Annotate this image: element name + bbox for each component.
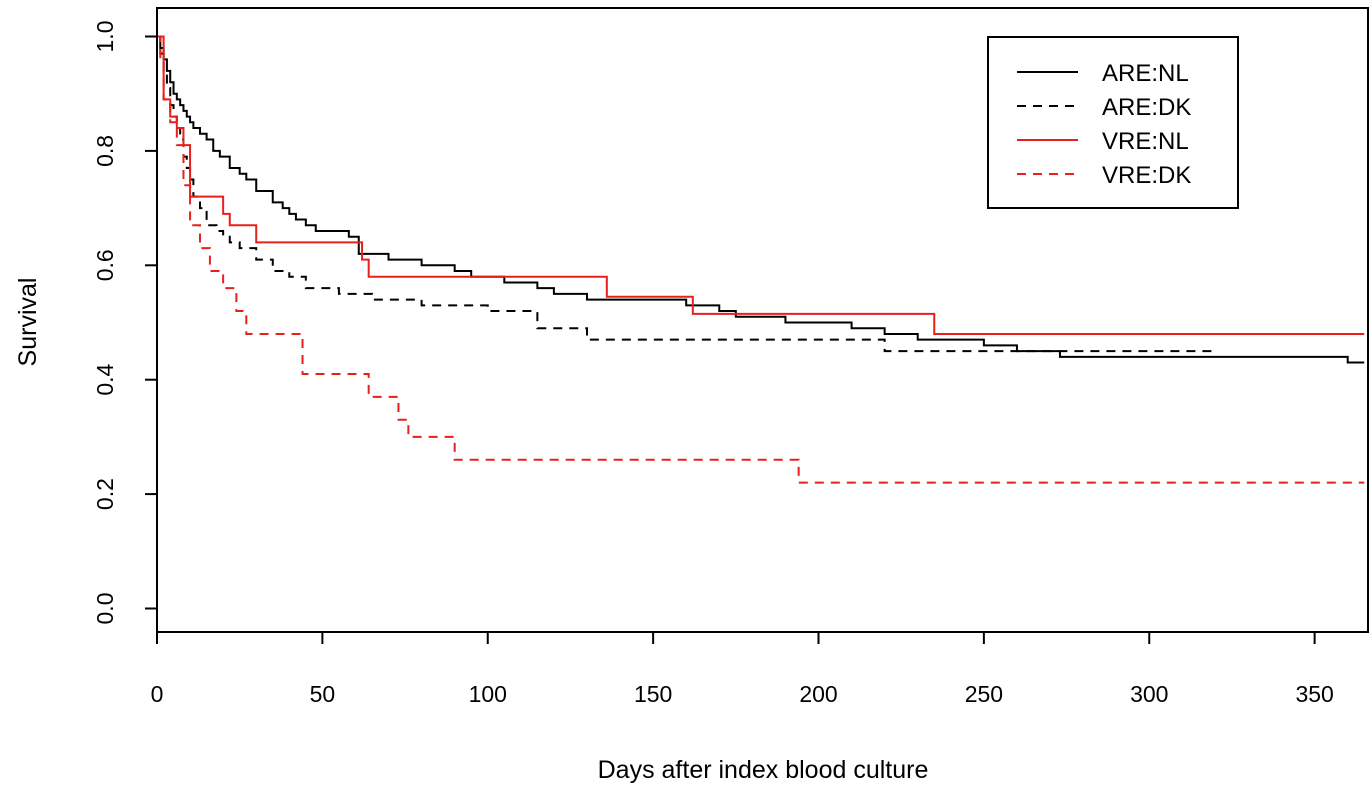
x-tick-label: 350 — [1295, 681, 1333, 707]
x-tick-label: 150 — [634, 681, 672, 707]
y-tick-label: 0.6 — [92, 249, 118, 281]
plot-area — [157, 35, 1365, 484]
axes: 0 50 100 150 200 250 300 350 0.0 0.2 0.4 0.6 0.8 1.0 — [92, 7, 1369, 707]
y-tick-label: 0.2 — [92, 478, 118, 510]
legend-label: VRE:DK — [1102, 162, 1191, 189]
y-tick-label: 0.8 — [92, 135, 118, 167]
x-tick-label: 0 — [151, 681, 164, 707]
y-tick-label: 1.0 — [92, 21, 118, 53]
y-tick-label: 0.4 — [92, 364, 118, 396]
y-tick-label: 0.0 — [92, 593, 118, 625]
x-tick-label: 100 — [469, 681, 507, 707]
series-line-vre-dk — [157, 35, 1365, 484]
x-tick-label: 50 — [310, 681, 336, 707]
legend-box — [987, 36, 1239, 209]
x-tick-label: 200 — [799, 681, 837, 707]
series-line-are-nl — [157, 35, 1365, 364]
x-tick-label: 250 — [965, 681, 1003, 707]
legend-label: ARE:DK — [1102, 94, 1191, 121]
series-line-are-dk — [157, 35, 1216, 353]
legend-label: ARE:NL — [1102, 60, 1189, 87]
legend: ARE:NL ARE:DK VRE:NL VRE:DK — [987, 36, 1239, 209]
series-line-vre-nl — [157, 35, 1365, 335]
x-axis-title: Days after index blood culture — [598, 756, 929, 784]
y-axis-title: Survival — [14, 278, 42, 367]
x-tick-label: 300 — [1130, 681, 1168, 707]
plot-frame — [156, 7, 1369, 633]
legend-label: VRE:NL — [1102, 128, 1189, 155]
